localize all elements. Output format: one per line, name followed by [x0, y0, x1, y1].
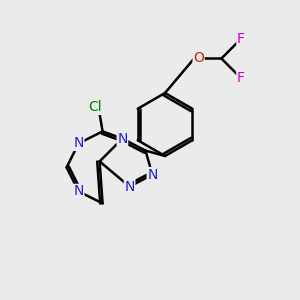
- Text: N: N: [74, 136, 84, 150]
- Text: N: N: [147, 168, 158, 182]
- Text: F: F: [237, 71, 245, 85]
- Text: F: F: [237, 32, 245, 46]
- Text: Cl: Cl: [88, 100, 102, 114]
- Text: O: O: [193, 52, 204, 65]
- Text: N: N: [117, 132, 128, 145]
- Text: N: N: [74, 184, 84, 198]
- Text: N: N: [124, 180, 135, 194]
